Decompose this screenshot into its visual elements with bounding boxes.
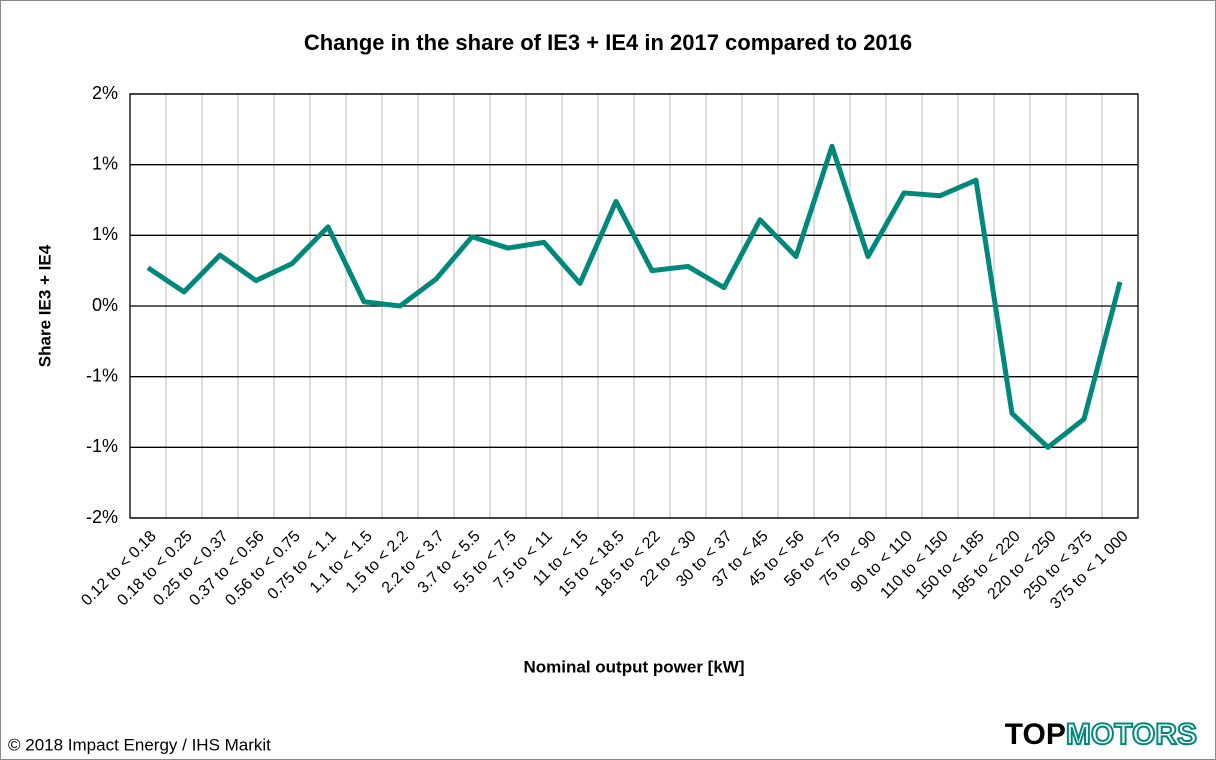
y-tick-label: 1%	[92, 153, 118, 173]
y-tick-label: -1%	[86, 365, 118, 385]
y-tick-label: -2%	[86, 507, 118, 527]
logo-top: TOP	[1005, 718, 1066, 751]
chart-title: Change in the share of IE3 + IE4 in 2017…	[304, 30, 912, 55]
y-tick-label: 2%	[92, 83, 118, 103]
data-line	[146, 143, 1123, 450]
logo: TOPMOTORS	[1005, 718, 1197, 751]
logo-motors: MOTORS	[1066, 718, 1197, 751]
y-tick-label: 0%	[92, 295, 118, 315]
copyright: © 2018 Impact Energy / IHS Markit	[8, 735, 271, 754]
y-tick-label: 1%	[92, 224, 118, 244]
x-axis-label: Nominal output power [kW]	[524, 657, 745, 676]
y-tick-label: -1%	[86, 436, 118, 456]
y-axis-label: Share IE3 + IE4	[35, 244, 54, 367]
plot-border	[129, 93, 1139, 519]
